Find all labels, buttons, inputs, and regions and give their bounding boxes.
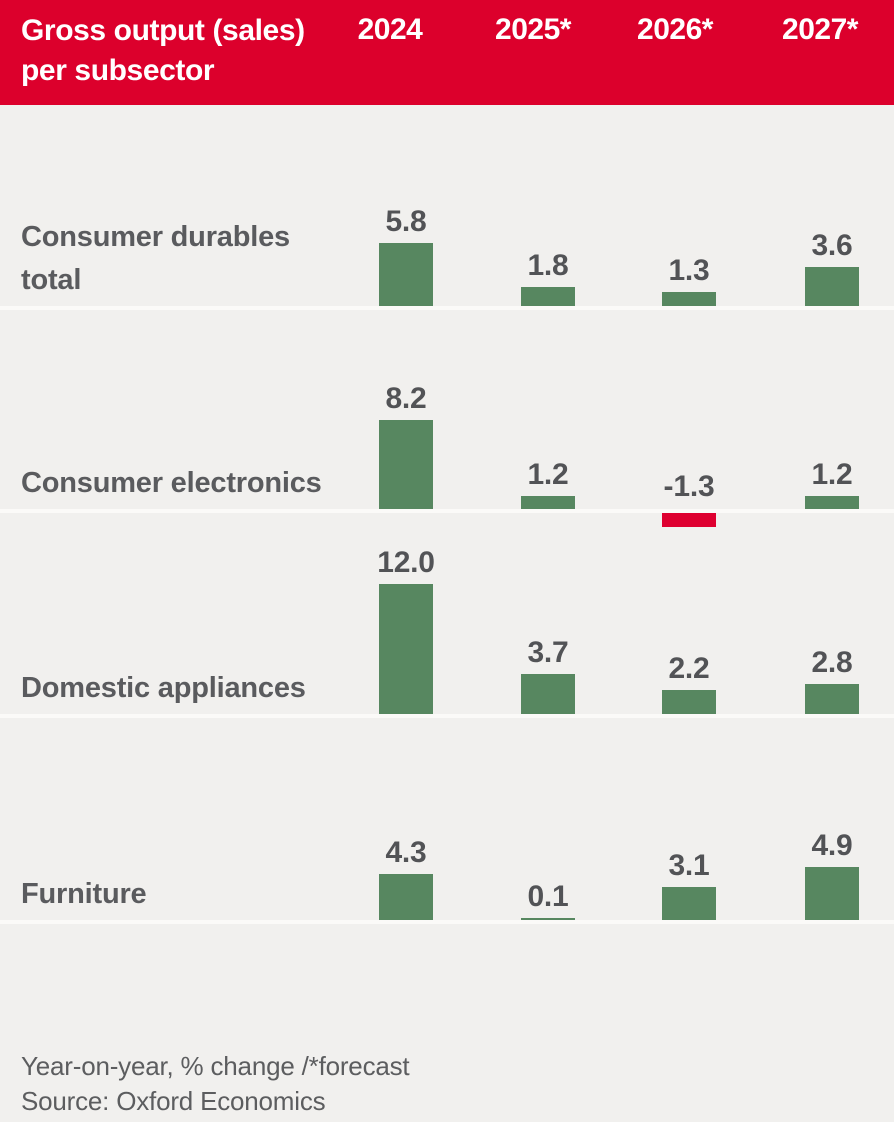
column-header-2025: 2025* [495, 13, 571, 46]
column-header-2026: 2026* [637, 13, 713, 46]
value-bar [662, 513, 716, 527]
value-bar [805, 684, 859, 714]
bar-value-label: 2.8 [811, 646, 853, 679]
value-bar [805, 496, 859, 509]
bar-value-label: 1.2 [811, 458, 853, 491]
bar-value-label: 0.1 [527, 880, 569, 913]
chart-title-line2: per subsector [21, 54, 215, 87]
value-bar [805, 267, 859, 306]
bar-value-label: 1.2 [527, 458, 569, 491]
chart-title-line1: Gross output (sales) [21, 14, 305, 47]
value-bar [379, 420, 433, 509]
column-header-2024: 2024 [357, 13, 423, 46]
bar-value-label: 8.2 [385, 382, 427, 415]
value-bar [521, 496, 575, 509]
value-bar [521, 918, 575, 920]
row-separator-line [0, 306, 894, 310]
bar-value-label: 2.2 [668, 652, 710, 685]
value-bar [662, 690, 716, 714]
row-label: Consumer electronics [21, 467, 322, 499]
bar-value-label: 3.6 [811, 229, 853, 262]
chart-source: Source: Oxford Economics [21, 1086, 326, 1116]
value-bar [662, 887, 716, 920]
bar-value-label: -1.3 [663, 470, 715, 503]
bar-value-label: 12.0 [377, 546, 435, 579]
value-bar [379, 584, 433, 714]
value-bar [379, 874, 433, 920]
bar-value-label: 3.7 [527, 636, 569, 669]
chart-header-band: Gross output (sales) per subsector 2024 … [0, 0, 894, 105]
column-header-2027: 2027* [782, 13, 858, 46]
value-bar [521, 674, 575, 714]
bar-value-label: 4.9 [811, 829, 853, 862]
value-bar [521, 287, 575, 306]
chart-footer: Year-on-year, % change /*forecast Source… [21, 1049, 410, 1119]
bar-value-label: 1.3 [668, 254, 710, 287]
bar-value-label: 3.1 [668, 849, 710, 882]
value-bar [805, 867, 859, 920]
bar-value-label: 5.8 [385, 205, 427, 238]
bar-value-label: 1.8 [527, 249, 569, 282]
row-label: Consumer durables total [21, 221, 290, 296]
chart-title: Gross output (sales) per subsector [21, 11, 305, 91]
chart-note: Year-on-year, % change /*forecast [21, 1051, 410, 1081]
row-label: Domestic appliances [21, 672, 306, 704]
value-bar [379, 243, 433, 306]
row-separator-line [0, 509, 894, 513]
value-bar [662, 292, 716, 306]
row-separator-line [0, 714, 894, 718]
row-separator-line [0, 920, 894, 924]
bar-value-label: 4.3 [385, 836, 427, 869]
row-label: Furniture [21, 878, 147, 910]
